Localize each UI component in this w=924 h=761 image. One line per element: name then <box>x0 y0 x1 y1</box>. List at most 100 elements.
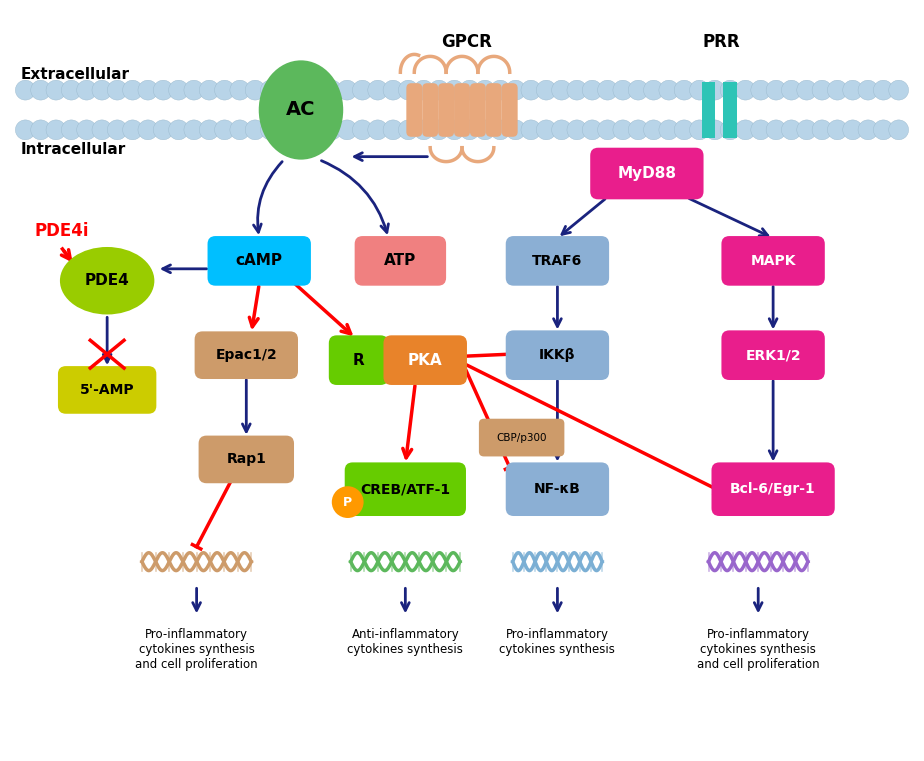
Circle shape <box>536 120 556 140</box>
Circle shape <box>644 80 663 100</box>
Text: ATP: ATP <box>384 253 417 269</box>
FancyBboxPatch shape <box>479 419 565 457</box>
Circle shape <box>291 120 311 140</box>
Circle shape <box>123 120 142 140</box>
Circle shape <box>782 120 801 140</box>
Circle shape <box>16 120 35 140</box>
Circle shape <box>689 80 710 100</box>
Circle shape <box>751 120 771 140</box>
Text: ERK1/2: ERK1/2 <box>746 349 801 362</box>
Circle shape <box>77 120 97 140</box>
Circle shape <box>200 80 219 100</box>
Text: PDE4: PDE4 <box>85 273 129 288</box>
Text: 5'-AMP: 5'-AMP <box>79 383 135 397</box>
Text: Pro-inflammatory
cytokines synthesis
and cell proliferation: Pro-inflammatory cytokines synthesis and… <box>135 628 258 671</box>
FancyBboxPatch shape <box>407 83 422 137</box>
Circle shape <box>475 120 495 140</box>
Circle shape <box>843 120 863 140</box>
Circle shape <box>245 120 265 140</box>
Circle shape <box>659 80 679 100</box>
Text: R: R <box>353 352 364 368</box>
Circle shape <box>322 80 342 100</box>
FancyBboxPatch shape <box>502 83 517 137</box>
Circle shape <box>552 80 572 100</box>
Text: CBP/p300: CBP/p300 <box>496 432 547 443</box>
Text: NF-κB: NF-κB <box>534 482 581 496</box>
Circle shape <box>751 80 771 100</box>
Circle shape <box>230 80 249 100</box>
FancyBboxPatch shape <box>329 336 388 385</box>
Circle shape <box>705 80 724 100</box>
Circle shape <box>307 80 326 100</box>
Circle shape <box>613 120 633 140</box>
Text: Intracellular: Intracellular <box>20 142 126 158</box>
FancyBboxPatch shape <box>722 236 825 285</box>
Circle shape <box>153 80 173 100</box>
Circle shape <box>598 80 617 100</box>
Text: Extracellular: Extracellular <box>20 67 129 81</box>
Circle shape <box>16 80 35 100</box>
Circle shape <box>337 80 357 100</box>
Circle shape <box>675 80 694 100</box>
Circle shape <box>429 80 449 100</box>
FancyBboxPatch shape <box>383 336 467 385</box>
Circle shape <box>766 80 786 100</box>
FancyBboxPatch shape <box>195 331 298 379</box>
Circle shape <box>873 120 894 140</box>
Circle shape <box>444 120 464 140</box>
Text: PKA: PKA <box>407 352 443 368</box>
Text: CREB/ATF-1: CREB/ATF-1 <box>360 482 450 496</box>
Circle shape <box>107 80 128 100</box>
Bar <box>723 82 737 138</box>
Circle shape <box>383 80 403 100</box>
Circle shape <box>200 120 219 140</box>
Circle shape <box>444 80 464 100</box>
FancyBboxPatch shape <box>58 366 156 414</box>
Circle shape <box>322 120 342 140</box>
Circle shape <box>766 120 786 140</box>
Circle shape <box>261 80 280 100</box>
Circle shape <box>628 120 648 140</box>
Circle shape <box>689 120 710 140</box>
Text: PRR: PRR <box>702 33 740 52</box>
Circle shape <box>214 120 235 140</box>
Circle shape <box>505 120 526 140</box>
Text: Epac1/2: Epac1/2 <box>215 349 277 362</box>
Circle shape <box>644 120 663 140</box>
Circle shape <box>332 486 364 518</box>
Circle shape <box>368 80 388 100</box>
FancyBboxPatch shape <box>711 463 834 516</box>
Circle shape <box>613 80 633 100</box>
FancyBboxPatch shape <box>505 236 609 285</box>
Circle shape <box>827 80 847 100</box>
Text: cAMP: cAMP <box>236 253 283 269</box>
Circle shape <box>843 80 863 100</box>
Circle shape <box>889 80 908 100</box>
Circle shape <box>307 120 326 140</box>
Circle shape <box>460 80 480 100</box>
Text: Pro-inflammatory
cytokines synthesis: Pro-inflammatory cytokines synthesis <box>500 628 615 656</box>
Text: MyD88: MyD88 <box>617 166 676 181</box>
Circle shape <box>414 80 433 100</box>
FancyBboxPatch shape <box>422 83 438 137</box>
Circle shape <box>782 80 801 100</box>
Circle shape <box>460 120 480 140</box>
Circle shape <box>168 120 188 140</box>
Circle shape <box>705 120 724 140</box>
Circle shape <box>230 120 249 140</box>
Ellipse shape <box>60 247 154 314</box>
Circle shape <box>61 80 81 100</box>
Bar <box>18 102 906 118</box>
FancyBboxPatch shape <box>199 435 294 483</box>
Circle shape <box>61 120 81 140</box>
Circle shape <box>505 80 526 100</box>
Circle shape <box>720 120 740 140</box>
Circle shape <box>276 80 296 100</box>
Text: AC: AC <box>286 100 316 119</box>
FancyBboxPatch shape <box>505 463 609 516</box>
FancyBboxPatch shape <box>355 236 446 285</box>
Circle shape <box>475 80 495 100</box>
Circle shape <box>582 80 602 100</box>
Circle shape <box>628 80 648 100</box>
FancyBboxPatch shape <box>505 330 609 380</box>
